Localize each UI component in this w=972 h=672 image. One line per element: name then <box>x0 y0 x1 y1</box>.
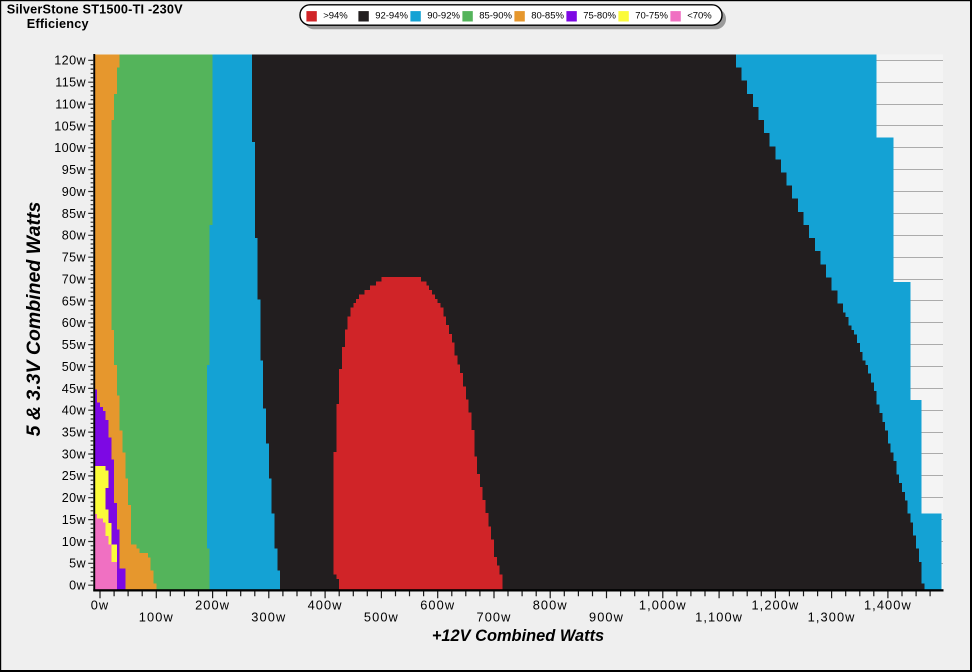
svg-text:300w: 300w <box>251 610 286 625</box>
svg-text:15w: 15w <box>62 513 87 527</box>
svg-text:+12V Combined Watts: +12V Combined Watts <box>432 627 604 645</box>
svg-text:100w: 100w <box>139 610 174 625</box>
svg-text:65w: 65w <box>62 294 87 308</box>
svg-text:200w: 200w <box>195 597 230 612</box>
svg-text:800w: 800w <box>533 597 568 612</box>
svg-text:90w: 90w <box>62 185 87 199</box>
svg-text:110w: 110w <box>55 98 86 112</box>
svg-text:1,100w: 1,100w <box>695 610 743 625</box>
svg-text:0w: 0w <box>69 579 86 593</box>
svg-text:120w: 120w <box>54 54 86 68</box>
svg-text:600w: 600w <box>420 597 455 612</box>
svg-text:25w: 25w <box>62 469 87 483</box>
svg-text:90-92%: 90-92% <box>427 11 460 22</box>
svg-text:45w: 45w <box>62 382 87 396</box>
svg-text:85w: 85w <box>62 207 87 221</box>
svg-text:500w: 500w <box>364 610 399 625</box>
svg-text:1,300w: 1,300w <box>808 610 856 625</box>
svg-text:400w: 400w <box>308 597 343 612</box>
svg-text:5w: 5w <box>69 557 86 571</box>
svg-text:5 & 3.3V Combined Watts: 5 & 3.3V Combined Watts <box>23 201 45 436</box>
svg-text:700w: 700w <box>477 610 512 625</box>
svg-text:10w: 10w <box>62 535 87 549</box>
svg-text:75w: 75w <box>62 251 87 265</box>
svg-text:115w: 115w <box>55 76 86 90</box>
svg-text:1,000w: 1,000w <box>639 597 687 612</box>
svg-text:80-85%: 80-85% <box>531 11 564 22</box>
svg-text:55w: 55w <box>62 338 87 352</box>
svg-text:35w: 35w <box>62 426 87 440</box>
svg-text:1,200w: 1,200w <box>751 597 799 612</box>
svg-text:SilverStone ST1500-TI -230V: SilverStone ST1500-TI -230V <box>7 3 183 17</box>
svg-text:70-75%: 70-75% <box>635 11 668 22</box>
svg-text:60w: 60w <box>62 316 87 330</box>
svg-text:85-90%: 85-90% <box>479 11 512 22</box>
svg-text:20w: 20w <box>62 491 87 505</box>
svg-text:1,400w: 1,400w <box>864 597 912 612</box>
svg-text:50w: 50w <box>62 360 87 374</box>
svg-text:100w: 100w <box>54 141 86 155</box>
svg-text:105w: 105w <box>54 119 86 133</box>
svg-text:95w: 95w <box>62 163 87 177</box>
svg-text:Efficiency: Efficiency <box>27 17 89 31</box>
svg-text:92-94%: 92-94% <box>375 11 408 22</box>
svg-text:80w: 80w <box>62 229 87 243</box>
svg-text:900w: 900w <box>589 610 624 625</box>
svg-text:<70%: <70% <box>687 11 712 22</box>
svg-text:40w: 40w <box>62 404 87 418</box>
svg-text:75-80%: 75-80% <box>583 11 616 22</box>
svg-text:70w: 70w <box>62 272 87 286</box>
svg-text:30w: 30w <box>62 447 87 461</box>
svg-text:0w: 0w <box>91 597 110 612</box>
svg-text:>94%: >94% <box>323 11 348 22</box>
